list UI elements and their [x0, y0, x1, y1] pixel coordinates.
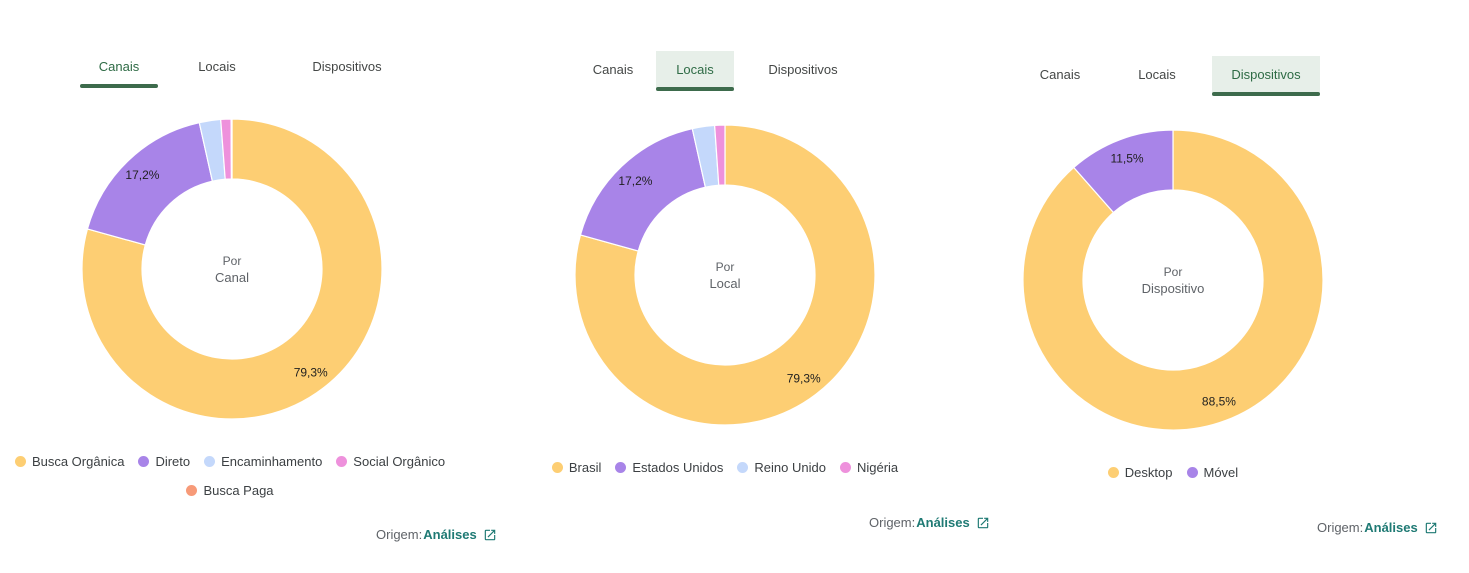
- legend-label: Busca Paga: [203, 483, 274, 498]
- legend-row: Busca Orgânica Direto Encaminhamento Social…: [10, 447, 450, 476]
- chart-legend: Brasil Estados Unidos Reino Unido Nigéria: [525, 453, 925, 482]
- tab-bar: Canais Locais Dispositivos: [570, 51, 872, 91]
- source-footer: Origem: Análises: [869, 515, 990, 530]
- legend-swatch: [14, 456, 26, 467]
- legend-swatch: [186, 485, 198, 496]
- active-tab-indicator: [656, 87, 734, 91]
- pie-slice[interactable]: [1022, 129, 1324, 431]
- slice-data-label: 17,2%: [618, 174, 652, 188]
- tab-locais[interactable]: Locais: [656, 51, 734, 91]
- center-label-line2: Dispositivo: [1142, 281, 1205, 296]
- legend-row: Busca Paga: [10, 476, 450, 505]
- tab-label: Locais: [1138, 67, 1176, 82]
- slice-data-label: 17,2%: [125, 168, 159, 182]
- tab-bar: Canais Locais Dispositivos: [80, 48, 418, 88]
- pie-slice[interactable]: [230, 118, 233, 180]
- legend-swatch: [138, 456, 150, 467]
- legend-swatch: [737, 462, 749, 473]
- slice-data-label: 79,3%: [294, 365, 328, 379]
- legend-swatch: [551, 462, 563, 473]
- pie-slice[interactable]: [1072, 129, 1174, 214]
- source-label: Origem:: [869, 515, 916, 530]
- center-label-line1: Por: [716, 260, 735, 274]
- tab-canais[interactable]: Canais: [1018, 56, 1102, 96]
- legend-swatch: [615, 462, 627, 473]
- pie-slice[interactable]: [574, 124, 876, 426]
- source-label: Origem:: [376, 527, 423, 542]
- analytics-link[interactable]: Análises: [916, 515, 970, 530]
- pie-slice[interactable]: [579, 127, 707, 252]
- legend-swatch: [336, 456, 348, 467]
- legend-item[interactable]: Estados Unidos: [615, 460, 723, 475]
- center-label-line1: Por: [1164, 265, 1183, 279]
- legend-label: Estados Unidos: [632, 460, 724, 475]
- legend-label: Direto: [155, 454, 191, 469]
- legend-item[interactable]: Nigéria: [839, 460, 899, 475]
- donut-chart: 88,5% 11,5% Por Dispositivo: [1022, 129, 1324, 431]
- legend-item[interactable]: Social Orgânico: [336, 454, 445, 469]
- legend-item[interactable]: Desktop: [1107, 465, 1173, 480]
- analytics-link[interactable]: Análises: [423, 527, 477, 542]
- legend-label: Móvel: [1203, 465, 1239, 480]
- legend-label: Desktop: [1124, 465, 1173, 480]
- pie-slice[interactable]: [81, 118, 383, 420]
- donut-chart: 79,3% 17,2% Por Canal: [81, 118, 383, 420]
- legend-swatch: [1186, 467, 1198, 478]
- legend-swatch: [839, 462, 851, 473]
- legend-item[interactable]: Direto: [138, 454, 190, 469]
- open-in-new-icon[interactable]: [1424, 521, 1438, 535]
- tab-label: Locais: [198, 59, 236, 74]
- center-label-line2: Canal: [215, 270, 249, 285]
- tab-label: Dispositivos: [1231, 67, 1301, 82]
- tab-label: Canais: [98, 59, 140, 74]
- analytics-link[interactable]: Análises: [1364, 520, 1418, 535]
- open-in-new-icon[interactable]: [483, 528, 497, 542]
- tab-label: Canais: [1039, 67, 1081, 82]
- tab-canais[interactable]: Canais: [80, 48, 158, 88]
- source-label: Origem:: [1317, 520, 1364, 535]
- legend-row: Desktop Móvel: [1023, 458, 1323, 487]
- active-tab-indicator: [1212, 92, 1320, 96]
- chart-legend: Busca Orgânica Direto Encaminhamento Social…: [10, 447, 450, 505]
- tab-label: Canais: [592, 62, 634, 77]
- legend-item[interactable]: Encaminhamento: [204, 454, 322, 469]
- donut-chart: 79,3% 17,2% Por Local: [574, 124, 876, 426]
- tab-label: Locais: [676, 62, 714, 77]
- tab-locais[interactable]: Locais: [158, 48, 276, 88]
- legend-swatch: [204, 456, 216, 467]
- center-label-line2: Local: [709, 276, 740, 291]
- legend-row: Brasil Estados Unidos Reino Unido Nigéria: [525, 453, 925, 482]
- legend-item[interactable]: Reino Unido: [737, 460, 826, 475]
- legend-label: Reino Unido: [754, 460, 826, 475]
- legend-label: Encaminhamento: [221, 454, 323, 469]
- slice-data-label: 11,5%: [1110, 151, 1143, 165]
- center-label-line1: Por: [223, 254, 242, 268]
- legend-label: Nigéria: [856, 460, 899, 475]
- open-in-new-icon[interactable]: [976, 516, 990, 530]
- tab-label: Dispositivos: [312, 59, 382, 74]
- slice-data-label: 88,5%: [1202, 395, 1236, 409]
- slice-data-label: 79,3%: [787, 371, 821, 385]
- legend-item[interactable]: Brasil: [551, 460, 602, 475]
- legend-item[interactable]: Busca Paga: [186, 483, 274, 498]
- legend-swatch: [1107, 467, 1119, 478]
- legend-item[interactable]: Busca Orgânica: [14, 454, 125, 469]
- chart-legend: Desktop Móvel: [1023, 458, 1323, 487]
- tab-locais[interactable]: Locais: [1102, 56, 1212, 96]
- legend-label: Social Orgânico: [353, 454, 446, 469]
- source-footer: Origem: Análises: [1317, 520, 1438, 535]
- tab-dispositivos[interactable]: Dispositivos: [276, 48, 418, 88]
- tab-dispositivos[interactable]: Dispositivos: [1212, 56, 1320, 96]
- tab-bar: Canais Locais Dispositivos: [1018, 56, 1320, 96]
- pie-slice[interactable]: [86, 121, 214, 246]
- source-footer: Origem: Análises: [376, 527, 497, 542]
- legend-label: Brasil: [568, 460, 602, 475]
- tab-dispositivos[interactable]: Dispositivos: [734, 51, 872, 91]
- tab-label: Dispositivos: [768, 62, 838, 77]
- pie-slice[interactable]: [714, 124, 726, 186]
- legend-item[interactable]: Móvel: [1186, 465, 1239, 480]
- active-tab-indicator: [80, 84, 158, 88]
- legend-label: Busca Orgânica: [31, 454, 125, 469]
- tab-canais[interactable]: Canais: [570, 51, 656, 91]
